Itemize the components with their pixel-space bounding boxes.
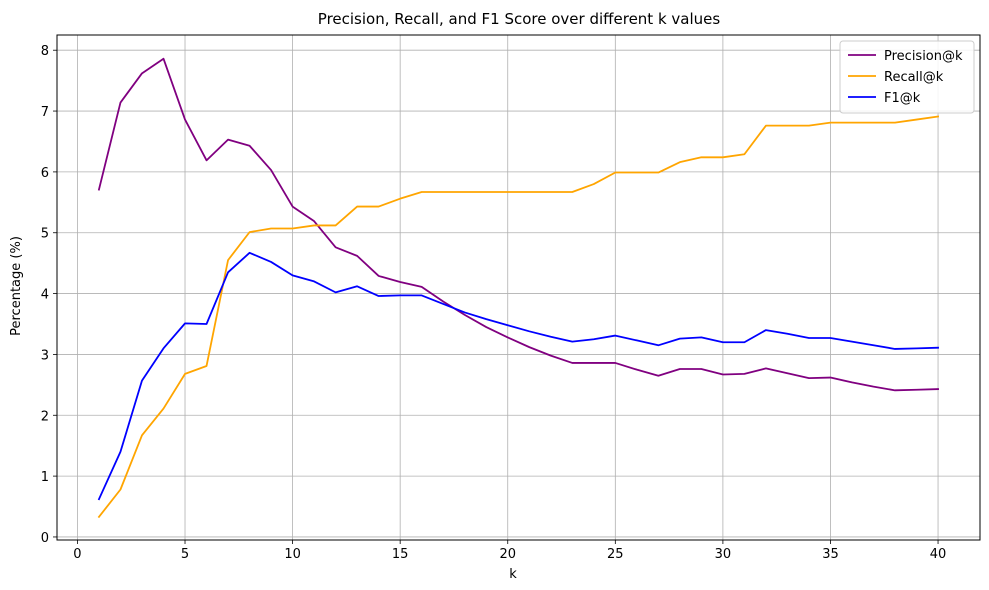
x-tick-label: 0 bbox=[73, 547, 81, 562]
grid bbox=[57, 35, 980, 540]
y-tick-label: 8 bbox=[41, 44, 49, 59]
x-tick-label: 30 bbox=[715, 547, 732, 562]
series-line-precision-k bbox=[97, 57, 939, 392]
y-tick-label: 4 bbox=[41, 288, 49, 303]
y-tick-label: 5 bbox=[41, 227, 49, 242]
y-tick-label: 3 bbox=[41, 348, 49, 363]
y-tick-label: 0 bbox=[41, 531, 49, 546]
y-tick-label: 6 bbox=[41, 166, 49, 181]
plot-frame bbox=[56, 34, 981, 541]
legend-box bbox=[839, 40, 975, 114]
x-tick-label: 10 bbox=[284, 547, 301, 562]
x-axis-title: k bbox=[509, 567, 517, 582]
series-line-f1-k bbox=[97, 251, 939, 501]
x-tick-label: 20 bbox=[499, 547, 516, 562]
x-tick-label: 15 bbox=[392, 547, 409, 562]
y-tick-label: 7 bbox=[41, 105, 49, 120]
axis-ticks: 0 5 10 15 20 25 30 35 40 0 1 2 3 4 5 6 7 8 bbox=[41, 44, 947, 562]
legend-label: Recall@k bbox=[884, 70, 944, 85]
y-axis-title: Percentage (%) bbox=[9, 236, 24, 336]
x-tick-label: 5 bbox=[181, 547, 189, 562]
series-line-recall-k bbox=[97, 115, 940, 519]
chart-title: Precision, Recall, and F1 Score over dif… bbox=[318, 10, 721, 28]
y-tick-label: 1 bbox=[41, 470, 49, 485]
legend-label: Precision@k bbox=[884, 49, 963, 64]
series-lines bbox=[97, 57, 940, 519]
legend: Precision@k Recall@k F1@k bbox=[839, 40, 975, 114]
x-tick-label: 35 bbox=[822, 547, 839, 562]
legend-label: F1@k bbox=[884, 91, 921, 106]
y-tick-label: 2 bbox=[41, 409, 49, 424]
x-tick-label: 25 bbox=[607, 547, 624, 562]
x-tick-label: 40 bbox=[930, 547, 947, 562]
